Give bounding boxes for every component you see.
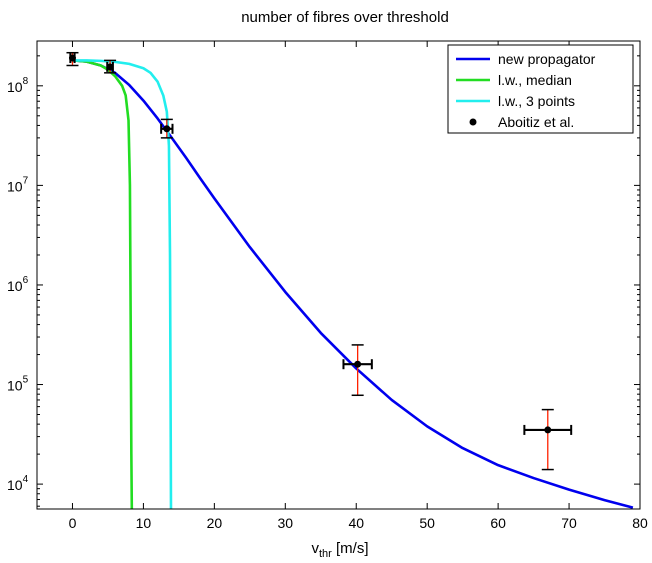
legend-item-new-propagator: new propagator bbox=[456, 51, 596, 67]
legend-item-aboitiz-et-al: Aboitiz et al. bbox=[469, 114, 574, 130]
legend: new propagator l.w., median l.w., 3 points… bbox=[447, 44, 634, 134]
data-point-aboitiz-et-al bbox=[66, 51, 79, 67]
y-tick-label: 108 bbox=[7, 76, 29, 95]
x-tick-label: 20 bbox=[207, 515, 223, 531]
chart-title: number of fibres over threshold bbox=[241, 9, 449, 26]
x-tick-label: 50 bbox=[419, 515, 435, 531]
legend-label: Aboitiz et al. bbox=[498, 114, 574, 130]
legend-label: l.w., median bbox=[498, 72, 572, 88]
series-line-new-propagator bbox=[72, 59, 634, 509]
data-marker bbox=[68, 54, 76, 62]
x-tick-label: 70 bbox=[561, 515, 577, 531]
legend-label: l.w., 3 points bbox=[498, 93, 575, 109]
y-tick-label: 107 bbox=[7, 175, 29, 194]
x-tick-label: 0 bbox=[69, 515, 77, 531]
series-line-l-w-3-points bbox=[72, 59, 173, 509]
data-point-aboitiz-et-al bbox=[160, 118, 174, 139]
data-marker bbox=[106, 63, 114, 71]
data-marker bbox=[544, 426, 552, 434]
x-tick-label: 60 bbox=[490, 515, 506, 531]
legend-marker bbox=[469, 118, 477, 126]
data-marker bbox=[354, 360, 362, 368]
data-point-aboitiz-et-al bbox=[342, 344, 373, 397]
y-tick-label: 105 bbox=[7, 375, 29, 394]
y-tick-label: 106 bbox=[7, 275, 29, 294]
plot-frame bbox=[36, 40, 641, 510]
legend-item-l-w-3-points: l.w., 3 points bbox=[456, 93, 575, 109]
legend-item-l-w-median: l.w., median bbox=[456, 72, 572, 88]
data-point-aboitiz-et-al bbox=[104, 59, 117, 74]
x-tick-label: 10 bbox=[136, 515, 152, 531]
x-tick-label: 80 bbox=[632, 515, 648, 531]
x-tick-label: 30 bbox=[278, 515, 294, 531]
data-marker bbox=[163, 125, 171, 133]
y-tick-label: 104 bbox=[7, 474, 29, 493]
x-tick-label: 40 bbox=[348, 515, 364, 531]
series-line-l-w-median bbox=[72, 59, 134, 509]
data-point-aboitiz-et-al bbox=[523, 408, 573, 471]
legend-label: new propagator bbox=[498, 51, 596, 67]
x-axis-label: vthr [m/s] bbox=[311, 540, 368, 560]
